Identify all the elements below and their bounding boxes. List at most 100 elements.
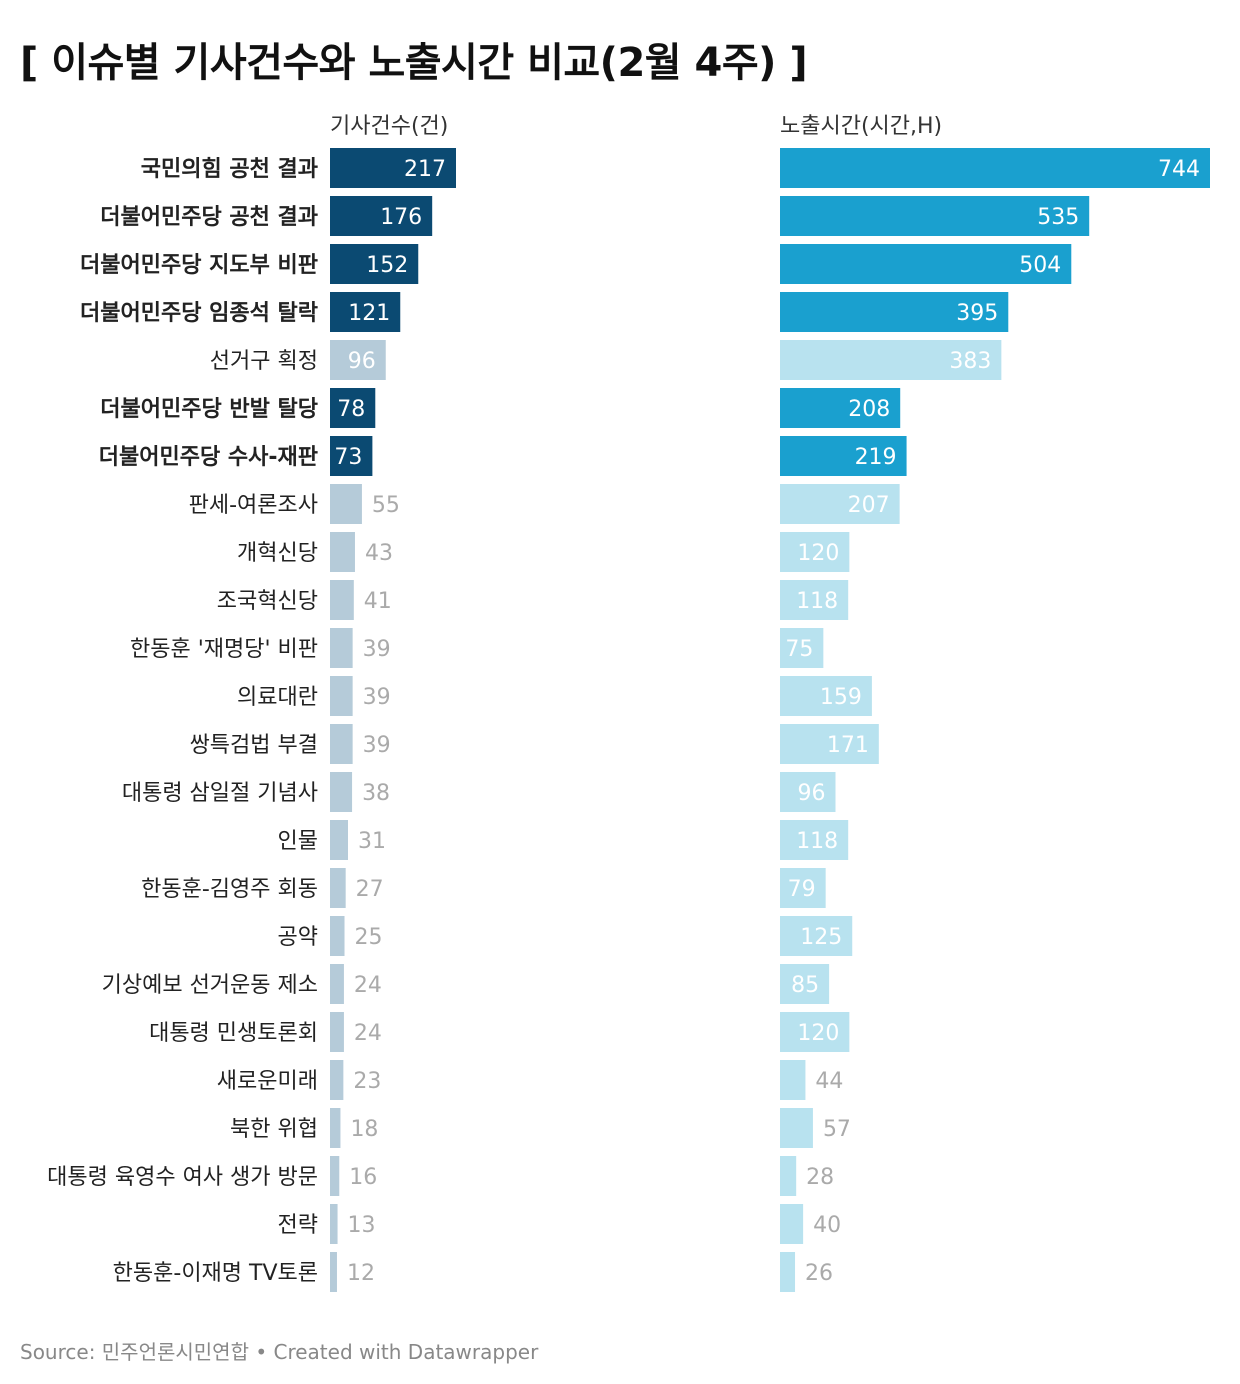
exposure-value-label: 171 — [827, 733, 869, 758]
articles-value-label: 24 — [354, 1021, 382, 1046]
articles-bar — [330, 772, 353, 812]
category-label: 더불어민주당 수사-재판 — [99, 445, 318, 470]
category-label: 판세-여론조사 — [189, 493, 318, 518]
exposure-value-label: 504 — [1019, 253, 1061, 278]
exposure-value-label: 383 — [949, 349, 991, 374]
chart-title: [ 이슈별 기사건수와 노출시간 비교(2월 4주) ] — [20, 40, 808, 86]
exposure-bar — [780, 1060, 806, 1100]
articles-bar — [330, 1156, 340, 1196]
exposure-value-label: 40 — [813, 1213, 841, 1238]
category-label: 전략 — [278, 1213, 318, 1238]
category-label: 쌍특검법 부결 — [190, 733, 318, 758]
articles-value-label: 18 — [350, 1117, 378, 1142]
articles-bar — [330, 244, 419, 284]
exposure-bar — [780, 484, 900, 524]
articles-bar — [330, 724, 353, 764]
category-label: 북한 위협 — [230, 1117, 318, 1142]
exposure-bar — [780, 868, 826, 908]
category-label: 개혁신당 — [237, 541, 318, 566]
exposure-value-label: 125 — [800, 925, 842, 950]
articles-bar — [330, 436, 373, 476]
category-label: 공약 — [278, 925, 318, 950]
articles-bar — [330, 580, 354, 620]
category-label: 기상예보 선거운동 제소 — [102, 973, 318, 998]
articles-value-label: 16 — [349, 1165, 377, 1190]
articles-bar — [330, 292, 401, 332]
articles-bar — [330, 868, 346, 908]
exposure-bar — [780, 436, 907, 476]
articles-value-label: 41 — [364, 589, 392, 614]
articles-bar — [330, 1060, 344, 1100]
category-label: 더불어민주당 반발 탈당 — [100, 397, 318, 422]
articles-bar — [330, 148, 456, 188]
articles-value-label: 96 — [348, 349, 376, 374]
exposure-value-label: 118 — [796, 589, 838, 614]
articles-value-label: 39 — [363, 733, 391, 758]
articles-value-label: 31 — [358, 829, 386, 854]
exposure-value-label: 744 — [1158, 157, 1200, 182]
articles-value-label: 24 — [354, 973, 382, 998]
series-header-articles: 기사건수(건) — [330, 114, 449, 139]
exposure-value-label: 85 — [791, 973, 819, 998]
exposure-value-label: 28 — [806, 1165, 834, 1190]
exposure-value-label: 120 — [797, 1021, 839, 1046]
exposure-value-label: 219 — [855, 445, 897, 470]
articles-bar — [330, 916, 345, 956]
exposure-bar — [780, 820, 849, 860]
exposure-bar — [780, 532, 850, 572]
category-label: 대통령 육영수 여사 생가 방문 — [47, 1165, 318, 1190]
articles-value-label: 43 — [365, 541, 393, 566]
exposure-bar — [780, 1012, 850, 1052]
articles-value-label: 25 — [355, 925, 383, 950]
exposure-bar — [780, 244, 1072, 284]
exposure-bar — [780, 196, 1090, 236]
exposure-bar — [780, 292, 1009, 332]
articles-bar — [330, 1204, 338, 1244]
articles-value-label: 23 — [353, 1069, 381, 1094]
category-label: 국민의힘 공천 결과 — [141, 157, 318, 182]
exposure-bar — [780, 916, 853, 956]
articles-value-label: 78 — [337, 397, 365, 422]
exposure-bar — [780, 772, 836, 812]
articles-value-label: 55 — [372, 493, 400, 518]
category-label: 대통령 삼일절 기념사 — [122, 781, 318, 806]
exposure-value-label: 26 — [805, 1261, 833, 1286]
articles-bar — [330, 532, 355, 572]
exposure-bar — [780, 1204, 804, 1244]
articles-value-label: 39 — [363, 637, 391, 662]
exposure-value-label: 79 — [788, 877, 816, 902]
exposure-bar — [780, 964, 830, 1004]
category-label: 더불어민주당 임종석 탈락 — [80, 301, 318, 326]
category-label: 선거구 획정 — [210, 349, 318, 374]
articles-bar — [330, 964, 344, 1004]
bar-chart: 국민의힘 공천 결과 217 744 더불어민주당 공천 결과 176 535 더불어민주당… — [47, 148, 1210, 1292]
articles-value-label: 152 — [366, 253, 408, 278]
category-label: 새로운미래 — [217, 1069, 318, 1094]
category-label: 더불어민주당 지도부 비판 — [80, 253, 318, 278]
articles-bar — [330, 1252, 337, 1292]
exposure-bar — [780, 1252, 796, 1292]
articles-bar — [330, 676, 353, 716]
category-label: 한동훈-이재명 TV토론 — [113, 1261, 318, 1286]
articles-value-label: 73 — [334, 445, 362, 470]
exposure-bar — [780, 724, 879, 764]
exposure-value-label: 159 — [820, 685, 862, 710]
exposure-value-label: 535 — [1037, 205, 1079, 230]
articles-value-label: 176 — [380, 205, 422, 230]
source-footer: Source: 민주언론시민연합 • Created with Datawrap… — [20, 1340, 539, 1364]
articles-value-label: 121 — [348, 301, 390, 326]
articles-bar — [330, 388, 376, 428]
exposure-bar — [780, 1108, 813, 1148]
exposure-value-label: 96 — [797, 781, 825, 806]
articles-value-label: 13 — [348, 1213, 376, 1238]
articles-bar — [330, 196, 433, 236]
articles-bar — [330, 340, 386, 380]
exposure-bar — [780, 148, 1210, 188]
exposure-value-label: 118 — [796, 829, 838, 854]
articles-bar — [330, 484, 362, 524]
category-label: 한동훈 '재명당' 비판 — [130, 637, 318, 662]
exposure-value-label: 208 — [848, 397, 890, 422]
series-header-exposure: 노출시간(시간,H) — [780, 114, 943, 139]
articles-value-label: 39 — [363, 685, 391, 710]
exposure-value-label: 75 — [785, 637, 813, 662]
